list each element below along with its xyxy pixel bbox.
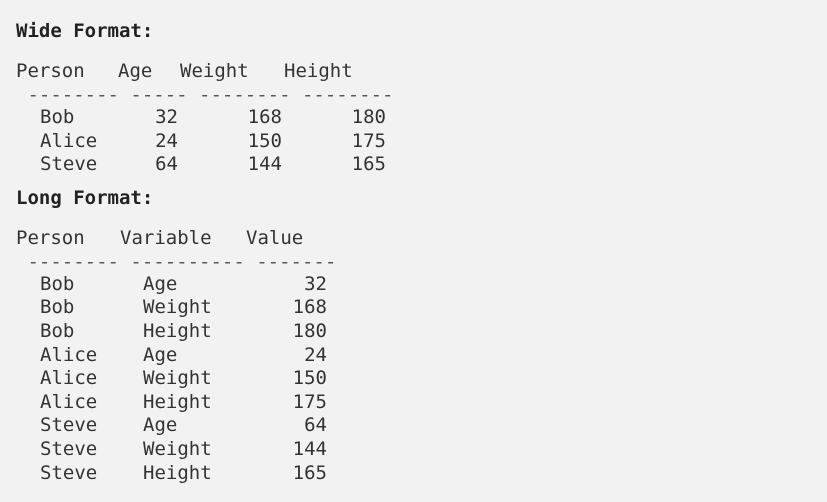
wide-cell-age: 32 bbox=[155, 106, 178, 128]
table-row: Steve Height 165 bbox=[16, 462, 816, 486]
long-cell-value: 175 bbox=[292, 390, 327, 413]
table-row: Bob Height 180 bbox=[16, 320, 816, 344]
long-cell-variable: Weight bbox=[143, 437, 212, 460]
long-cell-person: Steve bbox=[40, 414, 98, 437]
wide-col-age: Age bbox=[118, 60, 153, 82]
table-row: Steve 64 144 165 bbox=[16, 153, 816, 177]
long-cell-value: 144 bbox=[292, 437, 327, 460]
long-col-person: Person bbox=[16, 226, 85, 249]
table-row: Bob 32 168 180 bbox=[16, 106, 816, 130]
wide-col-weight: Weight bbox=[180, 60, 249, 82]
long-cell-value: 168 bbox=[292, 296, 327, 319]
wide-col-person: Person bbox=[16, 60, 85, 82]
long-col-variable: Variable bbox=[120, 226, 212, 249]
long-cell-variable: Height bbox=[143, 319, 212, 342]
long-cell-person: Bob bbox=[40, 319, 75, 342]
long-cell-person: Steve bbox=[40, 461, 98, 484]
long-cell-variable: Height bbox=[143, 461, 212, 484]
wide-cell-age: 64 bbox=[155, 153, 178, 176]
long-cell-variable: Age bbox=[143, 343, 178, 366]
table-row: Bob Age 32 bbox=[16, 273, 816, 297]
wide-cell-weight: 150 bbox=[247, 129, 282, 152]
long-cell-value: 180 bbox=[292, 319, 327, 342]
wide-cell-age: 24 bbox=[155, 129, 178, 152]
long-cell-variable: Height bbox=[143, 390, 212, 413]
long-cell-variable: Age bbox=[143, 272, 178, 295]
long-cell-value: 64 bbox=[304, 414, 327, 437]
wide-cell-person: Bob bbox=[40, 106, 75, 128]
wide-cell-height: 175 bbox=[351, 129, 386, 152]
wide-cell-height: 180 bbox=[351, 106, 386, 128]
long-cell-variable: Weight bbox=[143, 367, 212, 390]
long-header-row: Person Variable Value bbox=[16, 225, 816, 251]
table-row: Alice Age 24 bbox=[16, 344, 816, 368]
long-cell-person: Alice bbox=[40, 390, 98, 413]
wide-col-height: Height bbox=[284, 60, 353, 82]
long-cell-person: Alice bbox=[40, 343, 98, 366]
wide-cell-weight: 168 bbox=[247, 106, 282, 128]
wide-rule-row: -------- ----- -------- -------- bbox=[16, 84, 816, 106]
wide-cell-person: Steve bbox=[40, 153, 98, 176]
long-cell-person: Bob bbox=[40, 272, 75, 295]
table-row: Steve Weight 144 bbox=[16, 438, 816, 462]
long-cell-person: Alice bbox=[40, 367, 98, 390]
table-row: Steve Age 64 bbox=[16, 414, 816, 438]
wide-header-row: Person Age Weight Height bbox=[16, 58, 816, 84]
long-cell-value: 165 bbox=[292, 461, 327, 484]
long-cell-variable: Age bbox=[143, 414, 178, 437]
wide-cell-person: Alice bbox=[40, 129, 98, 152]
long-cell-value: 150 bbox=[292, 367, 327, 390]
wide-format-table: Person Age Weight Height -------- ----- … bbox=[16, 58, 816, 177]
wide-cell-height: 165 bbox=[351, 153, 386, 176]
long-format-heading: Long Format: bbox=[16, 186, 154, 209]
long-format-table: Person Variable Value -------- ---------… bbox=[16, 225, 816, 485]
table-row: Alice 24 150 175 bbox=[16, 130, 816, 154]
document: Wide Format: Person Age Weight Height --… bbox=[16, 18, 816, 485]
long-col-value: Value bbox=[246, 226, 304, 249]
table-row: Alice Weight 150 bbox=[16, 367, 816, 391]
wide-cell-weight: 144 bbox=[247, 153, 282, 176]
long-cell-variable: Weight bbox=[143, 296, 212, 319]
long-cell-value: 24 bbox=[304, 343, 327, 366]
table-row: Alice Height 175 bbox=[16, 391, 816, 415]
long-cell-value: 32 bbox=[304, 272, 327, 295]
wide-rule: -------- ----- -------- -------- bbox=[16, 84, 394, 106]
long-cell-person: Steve bbox=[40, 437, 98, 460]
long-cell-person: Bob bbox=[40, 296, 75, 319]
long-rule-row: -------- ---------- ------- bbox=[16, 251, 816, 273]
wide-format-heading: Wide Format: bbox=[16, 20, 154, 42]
table-row: Bob Weight 168 bbox=[16, 296, 816, 320]
long-rule: -------- ---------- ------- bbox=[16, 250, 337, 273]
